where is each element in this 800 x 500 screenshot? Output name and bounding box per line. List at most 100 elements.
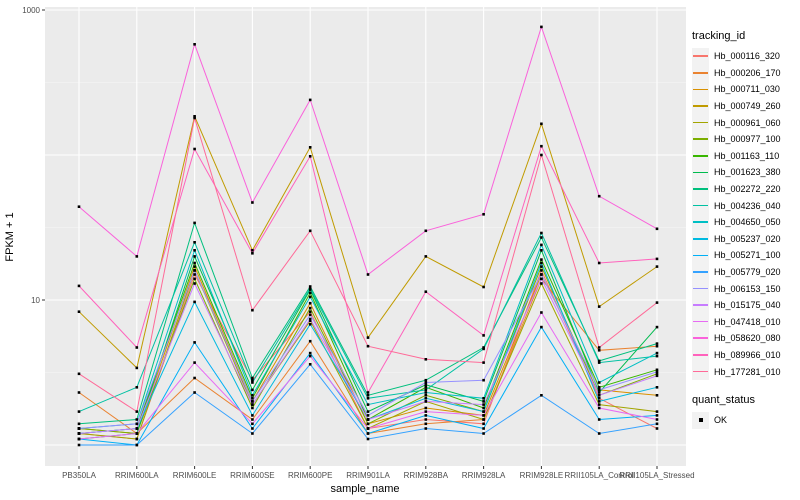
legend-key-swatch [692, 97, 709, 115]
data-point [193, 116, 196, 120]
data-point [135, 443, 139, 447]
data-point [366, 344, 370, 348]
legend-key-swatch [692, 246, 709, 264]
data-point [597, 432, 601, 435]
data-point [655, 418, 659, 421]
data-point [251, 427, 254, 430]
data-point [482, 346, 485, 349]
data-point [540, 153, 543, 157]
data-point [424, 406, 428, 410]
x-tick-label: RRIM928BA [404, 471, 449, 480]
legend-key-swatch [692, 163, 709, 181]
data-point [193, 391, 196, 394]
legend-item-Hb_177281_010: Hb_177281_010 [692, 363, 798, 381]
data-point [540, 258, 543, 261]
legend-item-label: Hb_047418_010 [714, 316, 781, 327]
legend-title-tracking-id: tracking_id [692, 30, 746, 42]
data-point [308, 310, 312, 313]
legend-item-label: Hb_177281_010 [714, 366, 781, 377]
legend-item-label: Hb_015175_040 [714, 300, 781, 311]
quant-ok-key [692, 411, 709, 429]
data-point [597, 381, 601, 384]
data-point [308, 363, 312, 366]
data-point [482, 334, 485, 337]
data-point [597, 418, 601, 421]
x-tick-label: RRIM600LE [173, 471, 217, 480]
legend-item-quant-ok: OK [692, 411, 798, 429]
data-point [655, 325, 659, 329]
data-point [655, 427, 659, 430]
data-point [251, 418, 254, 421]
line-swatch-icon [693, 138, 708, 140]
data-point [540, 394, 543, 397]
line-swatch-icon [693, 154, 708, 157]
data-point [77, 443, 81, 447]
data-point [597, 194, 601, 198]
data-point [655, 386, 659, 389]
data-point [366, 418, 370, 421]
legend-item-label: Hb_000961_060 [714, 117, 781, 128]
data-point [193, 361, 196, 364]
legend-item-Hb_089966_010: Hb_089966_010 [692, 346, 798, 364]
legend-item-Hb_000961_060: Hb_000961_060 [692, 114, 798, 132]
x-tick-label: PB350LA [62, 471, 96, 480]
data-point [308, 351, 312, 355]
data-point [251, 252, 254, 255]
data-point [366, 410, 370, 413]
plot-panel [45, 7, 686, 466]
x-tick-label: RRIM928LA [462, 471, 506, 480]
data-point [597, 261, 601, 265]
data-point [366, 414, 370, 417]
data-point [193, 269, 196, 272]
x-tick-label: RRII105LA_Control [565, 471, 635, 480]
data-point [135, 346, 139, 349]
data-point [482, 213, 485, 216]
data-point [424, 358, 428, 361]
y-tick-label: 1000 [22, 6, 40, 15]
data-point [424, 418, 428, 421]
data-point [366, 422, 370, 426]
data-point [251, 308, 254, 312]
data-point [424, 397, 428, 400]
legend-key-swatch [692, 329, 709, 347]
legend-item-label: Hb_000749_260 [714, 101, 781, 112]
data-point [597, 400, 601, 403]
data-point [424, 427, 428, 430]
data-point [251, 403, 254, 406]
data-point [540, 273, 543, 276]
data-point [482, 378, 485, 382]
line-swatch-icon [693, 121, 708, 124]
data-point [597, 391, 601, 394]
data-point [424, 391, 428, 394]
data-point [482, 397, 485, 400]
legend-item-label: Hb_004236_040 [714, 200, 781, 211]
data-point [424, 414, 428, 417]
data-point [308, 323, 312, 326]
line-swatch-icon [693, 320, 708, 323]
line-swatch-icon [693, 304, 708, 306]
data-point [251, 381, 254, 384]
data-point [366, 437, 370, 441]
data-point [251, 249, 254, 252]
legend-item-label: OK [714, 415, 728, 426]
line-swatch-icon [693, 88, 708, 91]
line-swatch-icon [693, 254, 708, 257]
data-point [77, 437, 81, 441]
legend-key-swatch [692, 114, 709, 132]
chart-generated-layer: 1000 10 PB350LA RRIM600LA RRIM600LE RRIM600SE… [22, 6, 694, 480]
data-point [655, 422, 659, 426]
data-point [540, 249, 543, 252]
data-point [308, 295, 312, 299]
legend-item-Hb_002272_220: Hb_002272_220 [692, 180, 798, 198]
data-point [655, 342, 659, 345]
data-point [482, 400, 485, 403]
data-point [597, 361, 601, 364]
legend-item-Hb_005779_020: Hb_005779_020 [692, 263, 798, 281]
data-point [193, 115, 196, 118]
data-point [482, 361, 485, 364]
legend-key-swatch [692, 147, 709, 165]
legend-item-label: Hb_000206_170 [714, 67, 781, 78]
data-point [308, 229, 312, 233]
data-point [597, 346, 601, 349]
